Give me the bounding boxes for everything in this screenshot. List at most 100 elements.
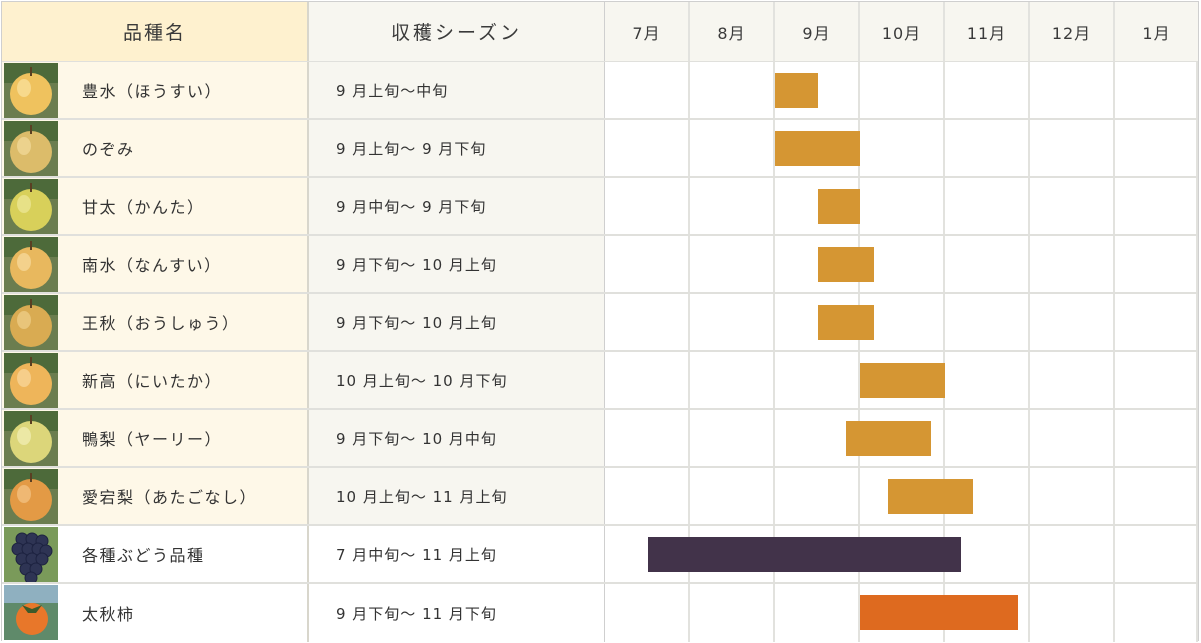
- harvest-season-cell: 9 月下旬〜 10 月中旬: [309, 410, 605, 466]
- month-grid-cell: [1115, 410, 1198, 466]
- month-grid-cell: [945, 62, 1030, 118]
- month-grid-cell: [605, 120, 690, 176]
- month-grid-cell: [1115, 468, 1198, 524]
- variety-cell: 新高（にいたか）: [2, 352, 309, 408]
- month-grid-cell: [1030, 178, 1115, 234]
- month-grid-cell: [1115, 236, 1198, 292]
- harvest-season-cell: 9 月下旬〜 10 月上旬: [309, 294, 605, 350]
- variety-cell: 太秋柿: [2, 584, 309, 642]
- variety-name: 甘太（かんた）: [82, 198, 205, 217]
- variety-name: のぞみ: [82, 140, 135, 159]
- month-grid-cell: [945, 410, 1030, 466]
- harvest-period-bar: [647, 537, 962, 572]
- month-grid-cell: [1030, 468, 1115, 524]
- month-grid-cell: [1115, 352, 1198, 408]
- month-grid-cell: [860, 120, 945, 176]
- harvest-season-cell: 7 月中旬〜 11 月上旬: [309, 526, 605, 582]
- variety-name: 鴨梨（ヤーリー）: [82, 430, 223, 449]
- header-month-aug: 8月: [690, 2, 775, 61]
- harvest-period-bar: [845, 421, 931, 456]
- harvest-period-bar: [888, 479, 973, 514]
- month-grid-cell: [605, 584, 690, 642]
- month-grid-cell: [860, 178, 945, 234]
- harvest-period-bar: [817, 305, 875, 340]
- variety-name: 豊水（ほうすい）: [82, 82, 223, 101]
- table-row: 豊水（ほうすい） 9 月上旬〜中旬: [2, 62, 1198, 120]
- table-row: 愛宕梨（あたごなし） 10 月上旬〜 11 月上旬: [2, 468, 1198, 526]
- harvest-period-bar: [775, 131, 860, 166]
- month-grid-cell: [1030, 62, 1115, 118]
- header-month-jul: 7月: [605, 2, 690, 61]
- harvest-season-cell: 9 月下旬〜 11 月下旬: [309, 584, 605, 642]
- table-row: 甘太（かんた） 9 月中旬〜 9 月下旬: [2, 178, 1198, 236]
- month-grid-cell: [690, 584, 775, 642]
- harvest-season-cell: 9 月上旬〜 9 月下旬: [309, 120, 605, 176]
- variety-cell: 愛宕梨（あたごなし）: [2, 468, 309, 524]
- pear-thumbnail: [4, 121, 58, 176]
- pear-thumbnail: [4, 63, 58, 118]
- month-grid-cell: [945, 120, 1030, 176]
- month-grid-cell: [1115, 584, 1198, 642]
- table-row: 鴨梨（ヤーリー） 9 月下旬〜 10 月中旬: [2, 410, 1198, 468]
- table-row: 南水（なんすい） 9 月下旬〜 10 月上旬: [2, 236, 1198, 294]
- header-month-oct: 10月: [860, 2, 945, 61]
- month-grid-cell: [1030, 236, 1115, 292]
- harvest-season-cell: 9 月中旬〜 9 月下旬: [309, 178, 605, 234]
- month-grid-cell: [690, 410, 775, 466]
- variety-name: 王秋（おうしゅう）: [82, 314, 240, 333]
- harvest-period-bar: [817, 189, 860, 224]
- month-grid-cell: [690, 62, 775, 118]
- header-month-dec: 12月: [1030, 2, 1115, 61]
- month-grid-cell: [1115, 294, 1198, 350]
- header-month-nov: 11月: [945, 2, 1030, 61]
- harvest-season-cell: 9 月下旬〜 10 月上旬: [309, 236, 605, 292]
- month-grid-cell: [775, 584, 860, 642]
- month-grid-cell: [690, 178, 775, 234]
- harvest-season-cell: 9 月上旬〜中旬: [309, 62, 605, 118]
- variety-cell: 鴨梨（ヤーリー）: [2, 410, 309, 466]
- month-grid-cell: [945, 236, 1030, 292]
- month-grid-cell: [605, 178, 690, 234]
- pear-thumbnail: [4, 469, 58, 524]
- header-variety-name: 品種名: [2, 2, 309, 61]
- month-grid-cell: [1030, 352, 1115, 408]
- pear-thumbnail: [4, 237, 58, 292]
- harvest-period-bar: [817, 247, 875, 282]
- month-grid-cell: [1115, 120, 1198, 176]
- variety-cell: 各種ぶどう品種: [2, 526, 309, 582]
- harvest-period-bar: [775, 73, 818, 108]
- harvest-season-cell: 10 月上旬〜 11 月上旬: [309, 468, 605, 524]
- month-grid-cell: [605, 410, 690, 466]
- table-row: 新高（にいたか） 10 月上旬〜 10 月下旬: [2, 352, 1198, 410]
- month-grid-cell: [1115, 62, 1198, 118]
- month-grid-cell: [945, 352, 1030, 408]
- table-header: 品種名 収穫シーズン 7月 8月 9月 10月 11月 12月 1月: [2, 2, 1198, 63]
- month-grid-cell: [1030, 120, 1115, 176]
- persimmon-thumbnail: [4, 585, 58, 640]
- month-grid-cell: [605, 236, 690, 292]
- harvest-period-bar: [860, 363, 945, 398]
- grape-thumbnail: [4, 527, 58, 582]
- month-grid-cell: [1030, 294, 1115, 350]
- pear-thumbnail: [4, 179, 58, 234]
- harvest-period-bar: [860, 595, 1019, 630]
- month-grid-cell: [605, 352, 690, 408]
- month-grid-cell: [1030, 410, 1115, 466]
- table-row: のぞみ 9 月上旬〜 9 月下旬: [2, 120, 1198, 178]
- month-grid-cell: [1030, 526, 1115, 582]
- header-harvest-season: 収穫シーズン: [309, 2, 605, 61]
- variety-name: 新高（にいたか）: [82, 372, 223, 391]
- month-grid-cell: [605, 294, 690, 350]
- table-row: 各種ぶどう品種 7 月中旬〜 11 月上旬: [2, 526, 1198, 584]
- month-grid-cell: [860, 62, 945, 118]
- month-grid-cell: [690, 236, 775, 292]
- month-grid-cell: [1115, 526, 1198, 582]
- harvest-season-cell: 10 月上旬〜 10 月下旬: [309, 352, 605, 408]
- month-grid-cell: [775, 468, 860, 524]
- month-grid-cell: [690, 294, 775, 350]
- variety-name: 南水（なんすい）: [82, 256, 222, 275]
- header-month-sep: 9月: [775, 2, 860, 61]
- month-grid-cell: [775, 352, 860, 408]
- month-grid-cell: [690, 352, 775, 408]
- variety-cell: 豊水（ほうすい）: [2, 62, 309, 118]
